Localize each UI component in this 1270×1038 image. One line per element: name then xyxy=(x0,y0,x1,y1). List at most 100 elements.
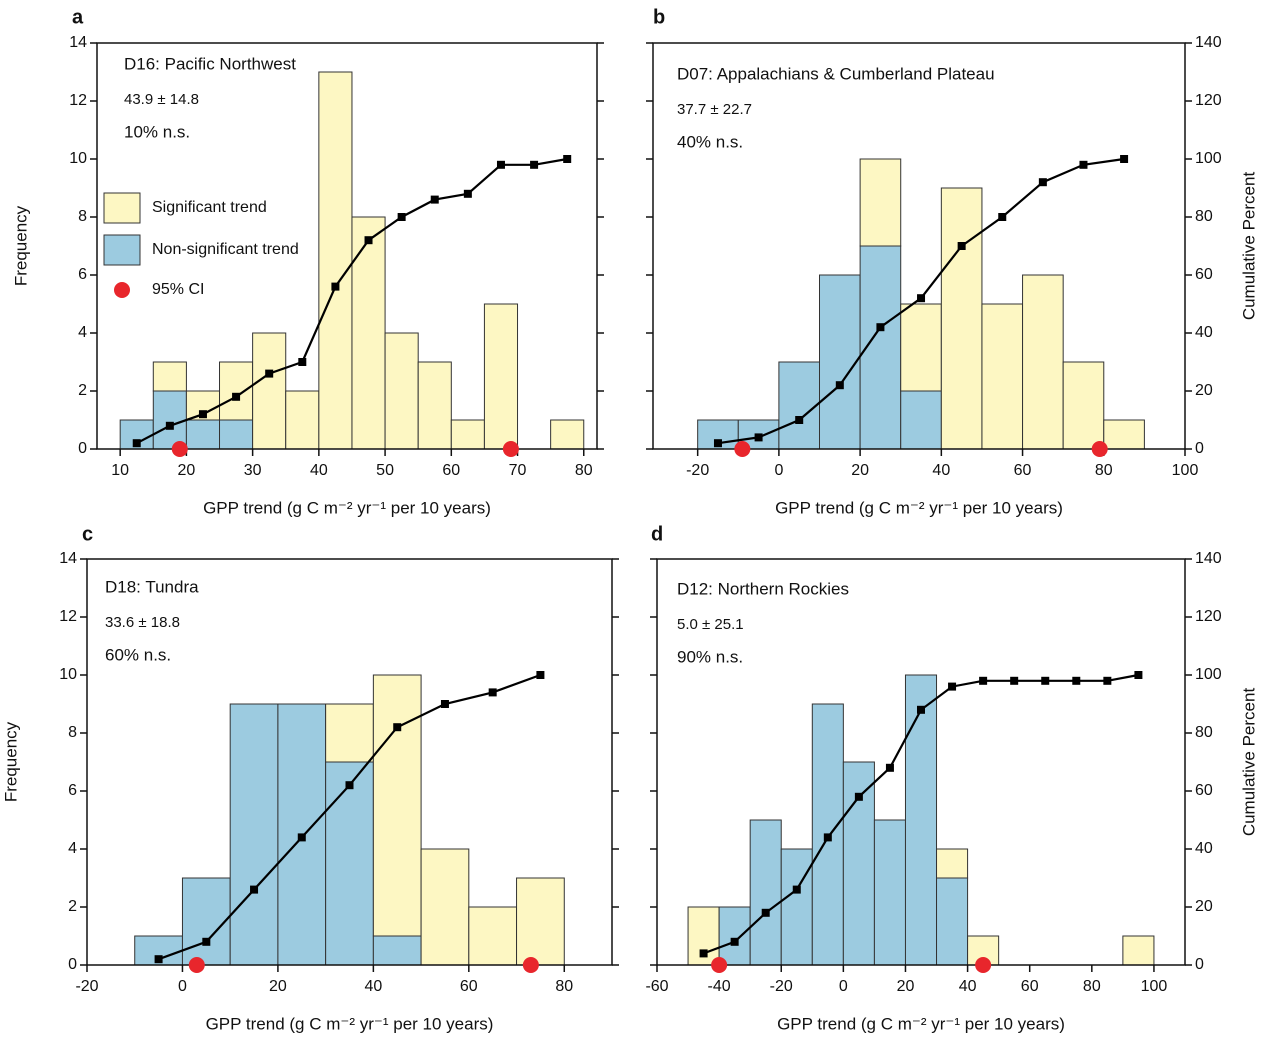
bar-significant xyxy=(285,390,320,450)
bar-significant xyxy=(1122,935,1155,966)
y-tick-label: 14 xyxy=(59,550,77,567)
cumulative-point xyxy=(488,688,497,697)
cumulative-point xyxy=(165,421,174,430)
bar-nonsignificant xyxy=(229,703,279,966)
cumulative-point xyxy=(885,763,894,772)
cumulative-point xyxy=(1134,671,1143,679)
cumulative-point xyxy=(563,155,572,163)
cumulative-point xyxy=(331,282,340,291)
bar-significant xyxy=(981,303,1024,450)
x-tick-label: 60 xyxy=(1014,462,1032,479)
x-tick-label: 60 xyxy=(460,978,478,995)
y2-tick-label: 140 xyxy=(1195,34,1222,51)
cumulative-point xyxy=(345,781,354,790)
x-tick-label: 10 xyxy=(111,462,129,479)
bar-significant xyxy=(468,906,518,966)
x-axis-label: GPP trend (g C m⁻² yr⁻¹ per 10 years) xyxy=(775,498,1063,517)
cumulative-point xyxy=(496,160,505,169)
bar-significant xyxy=(859,158,902,247)
y-axis-label: Frequency xyxy=(11,205,30,286)
bar-nonsignificant xyxy=(749,819,782,966)
bar-nonsignificant xyxy=(778,361,821,450)
panel-label: d xyxy=(651,523,663,545)
bar-nonsignificant xyxy=(936,877,969,966)
legend-swatch xyxy=(103,192,141,224)
y2-tick-label: 80 xyxy=(1195,208,1213,225)
bar-significant xyxy=(450,419,485,450)
bar-nonsignificant xyxy=(152,390,187,450)
x-tick-label: -60 xyxy=(645,978,668,995)
ci-point xyxy=(711,957,728,973)
x-tick-label: 40 xyxy=(364,978,382,995)
x-axis-label: GPP trend (g C m⁻² yr⁻¹ per 10 years) xyxy=(206,1014,494,1033)
bar-significant xyxy=(318,71,353,450)
y2-tick-label: 60 xyxy=(1195,782,1213,799)
cumulative-line xyxy=(136,157,568,445)
y-tick-label: 10 xyxy=(69,150,87,167)
cumulative-point xyxy=(536,671,545,679)
cumulative-point xyxy=(713,439,722,448)
x-axis-label: GPP trend (g C m⁻² yr⁻¹ per 10 years) xyxy=(203,498,491,517)
annotation: 40% n.s. xyxy=(677,132,743,151)
ci-point xyxy=(1091,441,1108,457)
y-tick-label: 2 xyxy=(68,898,77,915)
bar-nonsignificant xyxy=(718,906,751,966)
y2-tick-label: 80 xyxy=(1195,724,1213,741)
bar-significant xyxy=(936,848,969,879)
legend-ci xyxy=(114,282,130,298)
x-axis-label: GPP trend (g C m⁻² yr⁻¹ per 10 years) xyxy=(777,1014,1065,1033)
y2-tick-label: 0 xyxy=(1195,440,1204,457)
y-tick-label: 0 xyxy=(68,956,77,973)
cumulative-point xyxy=(530,160,539,169)
cumulative-point xyxy=(957,242,966,250)
x-tick-label: 100 xyxy=(1141,978,1168,995)
y2-tick-label: 120 xyxy=(1195,92,1222,109)
y-tick-label: 2 xyxy=(78,382,87,399)
y-tick-label: 8 xyxy=(68,724,77,741)
y-tick-label: 4 xyxy=(68,840,77,857)
cumulative-point xyxy=(393,723,402,732)
annotation: 60% n.s. xyxy=(105,645,171,664)
y-tick-label: 8 xyxy=(78,208,87,225)
y-tick-label: 0 xyxy=(78,440,87,457)
cumulative-point xyxy=(795,416,804,424)
ci-point xyxy=(975,957,992,973)
bar-significant xyxy=(550,419,585,450)
x-tick-label: 20 xyxy=(897,978,915,995)
annotation: 37.7 ± 22.7 xyxy=(677,101,752,118)
cumulative-point xyxy=(463,189,472,198)
cumulative-point xyxy=(854,792,863,801)
bar-significant xyxy=(420,848,470,966)
y2-tick-label: 60 xyxy=(1195,266,1213,283)
panel-label: a xyxy=(72,6,84,28)
cumulative-point xyxy=(730,937,739,946)
cumulative-point xyxy=(1079,160,1088,169)
x-tick-label: 0 xyxy=(774,462,783,479)
x-tick-label: 30 xyxy=(244,462,262,479)
cumulative-point xyxy=(265,369,274,378)
bar-significant xyxy=(351,216,386,450)
y-tick-label: 6 xyxy=(68,782,77,799)
y-tick-label: 12 xyxy=(59,608,77,625)
cumulative-point xyxy=(430,195,439,204)
bar-significant xyxy=(219,361,254,421)
cumulative-point xyxy=(1010,676,1019,685)
cumulative-point xyxy=(979,676,988,685)
annotation: 33.6 ± 18.8 xyxy=(105,614,180,631)
cumulative-point xyxy=(1072,676,1081,685)
x-tick-label: 20 xyxy=(851,462,869,479)
y-axis-label: Frequency xyxy=(1,721,20,802)
y2-tick-label: 100 xyxy=(1195,666,1222,683)
cumulative-point xyxy=(823,833,832,842)
bar-significant xyxy=(483,303,519,450)
cumulative-point xyxy=(397,213,406,221)
cumulative-point xyxy=(198,410,207,419)
cumulative-point xyxy=(1120,155,1129,163)
y-tick-label: 6 xyxy=(78,266,87,283)
annotation: 5.0 ± 25.1 xyxy=(677,616,744,633)
cumulative-point xyxy=(1038,178,1047,187)
bar-significant xyxy=(900,303,942,392)
bar-significant xyxy=(940,187,983,450)
bar-nonsignificant xyxy=(372,935,422,966)
